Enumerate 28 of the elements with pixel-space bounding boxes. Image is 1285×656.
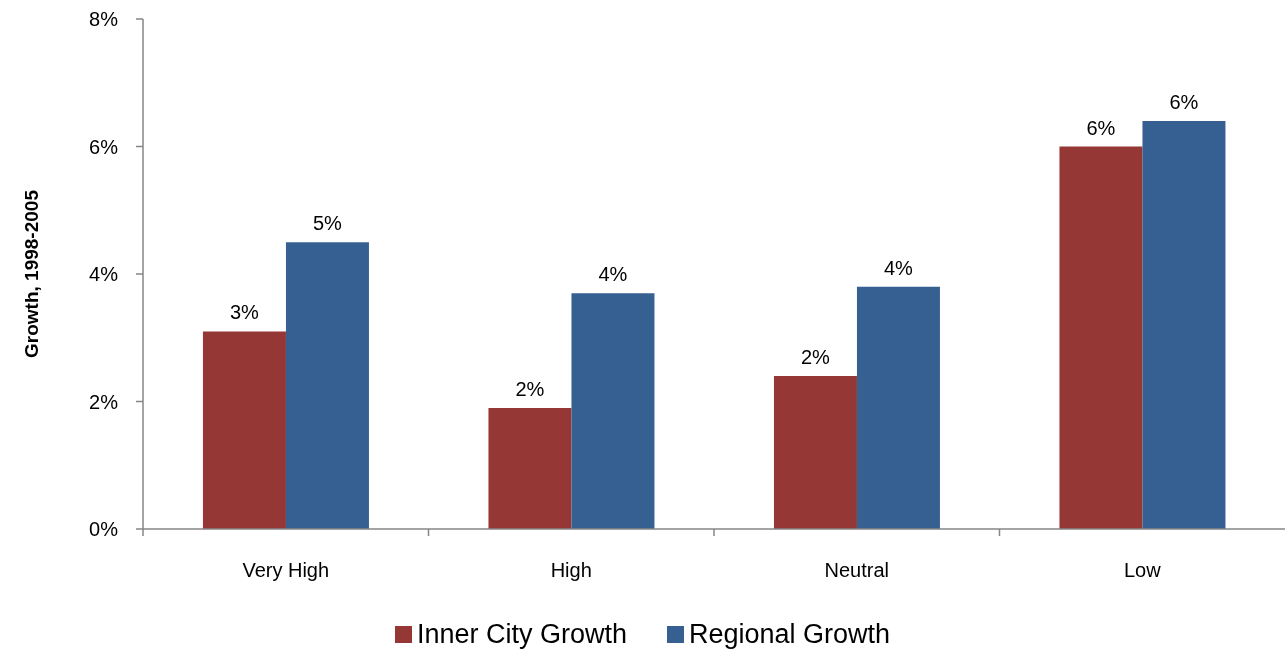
x-tick-label: Low [1123, 559, 1162, 581]
x-tick-label: Neutral [824, 559, 889, 581]
y-tick-label: 8% [89, 8, 119, 31]
bar [773, 376, 857, 529]
data-label: 6% [1169, 91, 1199, 113]
y-tick-label: 6% [89, 135, 119, 158]
y-tick-label: 4% [89, 263, 119, 286]
bar [202, 331, 286, 529]
data-label: 6% [1086, 116, 1116, 139]
data-label: 2% [801, 346, 831, 368]
legend-label: Regional Growth [688, 618, 891, 649]
data-label: 2% [515, 377, 545, 400]
bar [1059, 146, 1143, 529]
bar [285, 242, 369, 529]
x-tick-label: Very High [242, 559, 330, 581]
bar [856, 286, 940, 529]
bar [1142, 121, 1226, 529]
bar [488, 407, 572, 529]
x-tick-label: High [550, 559, 592, 581]
bar [571, 293, 655, 529]
data-label: 3% [230, 301, 260, 324]
y-tick-label: 0% [89, 518, 119, 541]
data-label: 4% [884, 256, 914, 279]
data-label: 5% [313, 212, 343, 235]
y-axis-title: Growth, 1998-2005 [20, 189, 42, 358]
data-label: 4% [598, 263, 628, 286]
y-tick-label: 2% [89, 390, 119, 413]
legend-label: Inner City Growth [416, 618, 627, 649]
